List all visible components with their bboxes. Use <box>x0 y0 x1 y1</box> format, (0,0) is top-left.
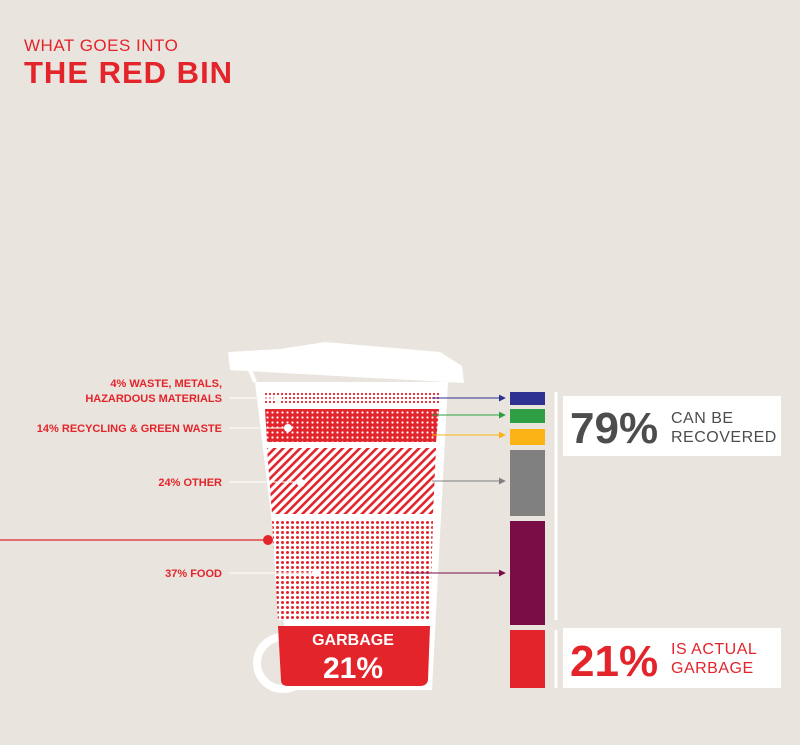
summary-recovered: 79% CAN BE RECOVERED <box>563 396 781 456</box>
bin-garbage-label: GARBAGE <box>312 632 394 649</box>
label-metals-line1: 4% WASTE, METALS, <box>110 378 222 390</box>
summary-box <box>563 396 781 456</box>
label-recycling: 14% RECYCLING & GREEN WASTE <box>37 423 222 435</box>
summary-recovered-caption-line1: CAN BE <box>671 410 734 427</box>
stacked-bar <box>510 392 545 688</box>
bin-layer-food <box>272 520 433 620</box>
red-pointer-dot <box>263 535 273 545</box>
summary-recovered-caption-line2: RECOVERED <box>671 429 777 446</box>
bar-segment-recycling <box>510 409 545 423</box>
bar-segment-garbage <box>510 630 545 688</box>
leader-dot <box>284 424 292 432</box>
segment-labels: 4% WASTE, METALS, HAZARDOUS MATERIALS 14… <box>37 378 222 580</box>
summary-garbage: 21% IS ACTUAL GARBAGE <box>563 628 781 688</box>
bar-segment-food <box>510 521 545 625</box>
leader-dot <box>274 395 282 403</box>
summary-garbage-caption-line1: IS ACTUAL <box>671 641 757 658</box>
bin-garbage-value: 21% <box>323 652 383 685</box>
leader-dot <box>297 479 305 487</box>
label-food: 37% FOOD <box>165 568 222 580</box>
label-other: 24% OTHER <box>158 477 222 489</box>
summary-recovered-value: 79% <box>570 404 658 453</box>
bin-handle <box>248 369 454 383</box>
bar-segment-other <box>510 450 545 516</box>
bin-layer-metals <box>263 391 440 405</box>
summary-box <box>563 628 781 688</box>
bin-layer-garbage <box>278 626 430 686</box>
summary-garbage-caption-line2: GARBAGE <box>671 660 754 677</box>
bar-segment-metals <box>510 392 545 405</box>
bin-layer-other <box>267 448 436 514</box>
summary-garbage-value: 21% <box>570 637 658 686</box>
bin-lid <box>228 342 464 383</box>
bin-layer-recycling <box>265 409 439 442</box>
kicker-text: WHAT GOES INTO <box>24 36 179 55</box>
page-title: THE RED BIN <box>24 55 234 90</box>
leader-dot <box>312 569 320 577</box>
bin-illustration: GARBAGE 21% <box>228 342 464 693</box>
bar-segment-green-waste <box>510 429 545 445</box>
label-metals-line2: HAZARDOUS MATERIALS <box>85 393 222 405</box>
